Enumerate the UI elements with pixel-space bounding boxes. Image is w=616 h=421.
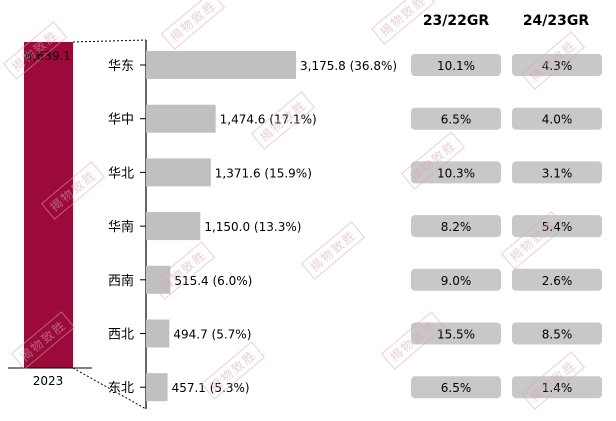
growth-24-23-box [512,215,602,238]
region-bar [146,373,168,402]
region-value-label: 1,474.6 (17.1%) [220,113,317,127]
region-label: 华北 [108,166,134,181]
region-label: 华中 [108,113,134,128]
region-label: 华南 [108,219,134,235]
region-bar [146,104,216,133]
growth-24-23-box [512,376,602,399]
growth-23-22-value: 8.2% [441,220,472,234]
growth-header-24-23: 24/23GR [523,13,590,29]
growth-23-22-value: 6.5% [441,381,472,395]
growth-24-23-value: 4.0% [542,113,573,127]
growth-24-23-box [512,107,602,130]
growth-23-22-value: 10.1% [437,59,475,73]
region-label: 华东 [108,59,134,74]
growth-24-23-value: 8.5% [542,328,573,342]
growth-24-23-box [512,161,602,184]
region-value-label: 457.1 (5.3%) [172,381,250,395]
growth-23-22-box [411,107,501,130]
growth-23-22-box [411,54,501,76]
region-label: 西南 [108,273,134,289]
growth-24-23-box [512,54,602,76]
growth-23-22-box [411,161,501,184]
region-bar [146,212,201,241]
total-year-label: 2023 [33,374,64,388]
region-bar [146,158,211,187]
region-label: 西北 [108,328,134,343]
growth-23-22-box [411,322,501,345]
total-bar [24,42,73,368]
growth-23-22-value: 10.3% [437,166,475,180]
region-value-label: 1,371.6 (15.9%) [215,166,312,180]
region-value-label: 515.4 (6.0%) [174,274,252,288]
region-value-label: 3,175.8 (36.8%) [300,59,397,73]
growth-23-22-value: 6.5% [441,113,472,127]
growth-24-23-value: 5.4% [542,220,573,234]
growth-24-23-value: 1.4% [542,381,573,395]
growth-23-22-box [411,215,501,238]
growth-24-23-box [512,268,602,291]
region-bar [146,51,296,79]
growth-23-22-box [411,268,501,291]
total-value-label: 8,639.1 [25,49,71,63]
growth-24-23-value: 4.3% [542,59,573,73]
growth-23-22-value: 15.5% [437,328,475,342]
growth-23-22-value: 9.0% [441,274,472,288]
growth-24-23-box [512,322,602,345]
region-bar [146,265,171,294]
growth-24-23-value: 2.6% [542,274,573,288]
growth-24-23-value: 3.1% [542,166,573,180]
region-value-label: 1,150.0 (13.3%) [204,220,301,234]
region-value-label: 494.7 (5.7%) [173,328,251,342]
connector-bottom [72,367,147,410]
growth-23-22-box [411,376,501,399]
connector-top [72,39,147,43]
region-bar [146,319,170,348]
growth-header-23-22: 23/22GR [423,13,490,29]
region-label: 东北 [108,381,134,396]
